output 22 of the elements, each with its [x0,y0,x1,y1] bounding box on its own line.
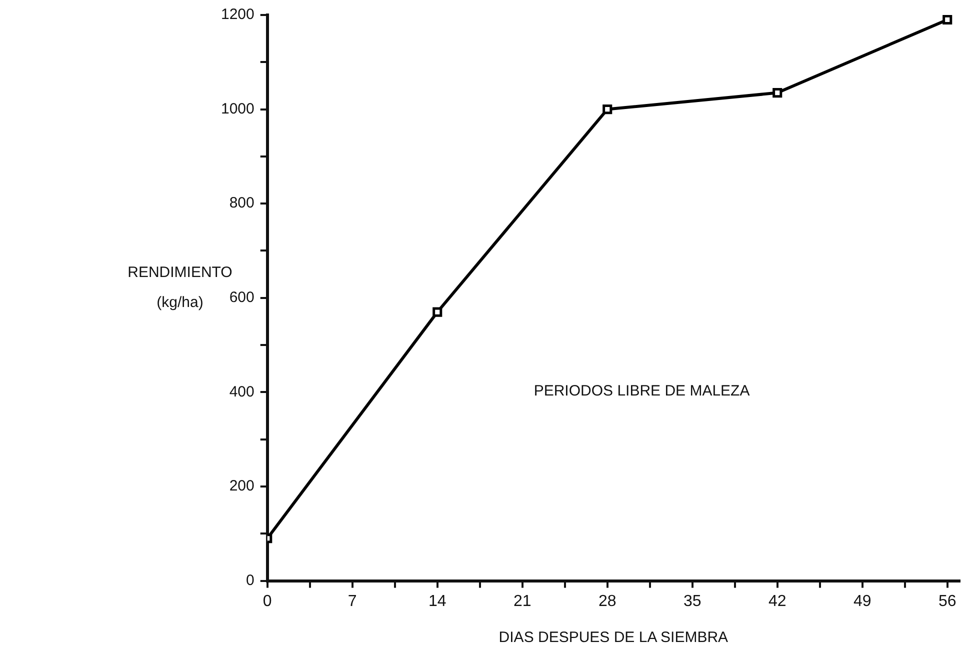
annotation: PERIODOS LIBRE DE MALEZA [534,382,750,400]
x-tick-label: 42 [768,592,786,610]
x-tick-label: 28 [598,592,616,610]
point [942,15,952,24]
y-tick-label: 800 [229,194,254,212]
y-tick-label: 1000 [220,100,254,118]
x-tick-label: 7 [348,592,357,610]
x-tick-label: 0 [262,592,272,610]
point [772,88,782,98]
point [602,104,612,114]
y-tick-label: 200 [229,478,254,495]
x-tick-label: 21 [513,592,532,610]
point [432,307,442,317]
y-tick-label: 1200 [220,6,254,24]
x-axis-title: DIAS DESPUES DE LA SIEMBRA [498,629,728,646]
y-tick-label: 600 [229,289,254,306]
x-tick-label: 56 [938,592,956,610]
x-tick-label: 49 [853,592,872,610]
y-tick-label: 400 [229,383,254,400]
x-tick-label: 35 [683,592,702,610]
x-tick-label: 14 [428,592,446,610]
y-tick-label: 0 [246,572,254,589]
